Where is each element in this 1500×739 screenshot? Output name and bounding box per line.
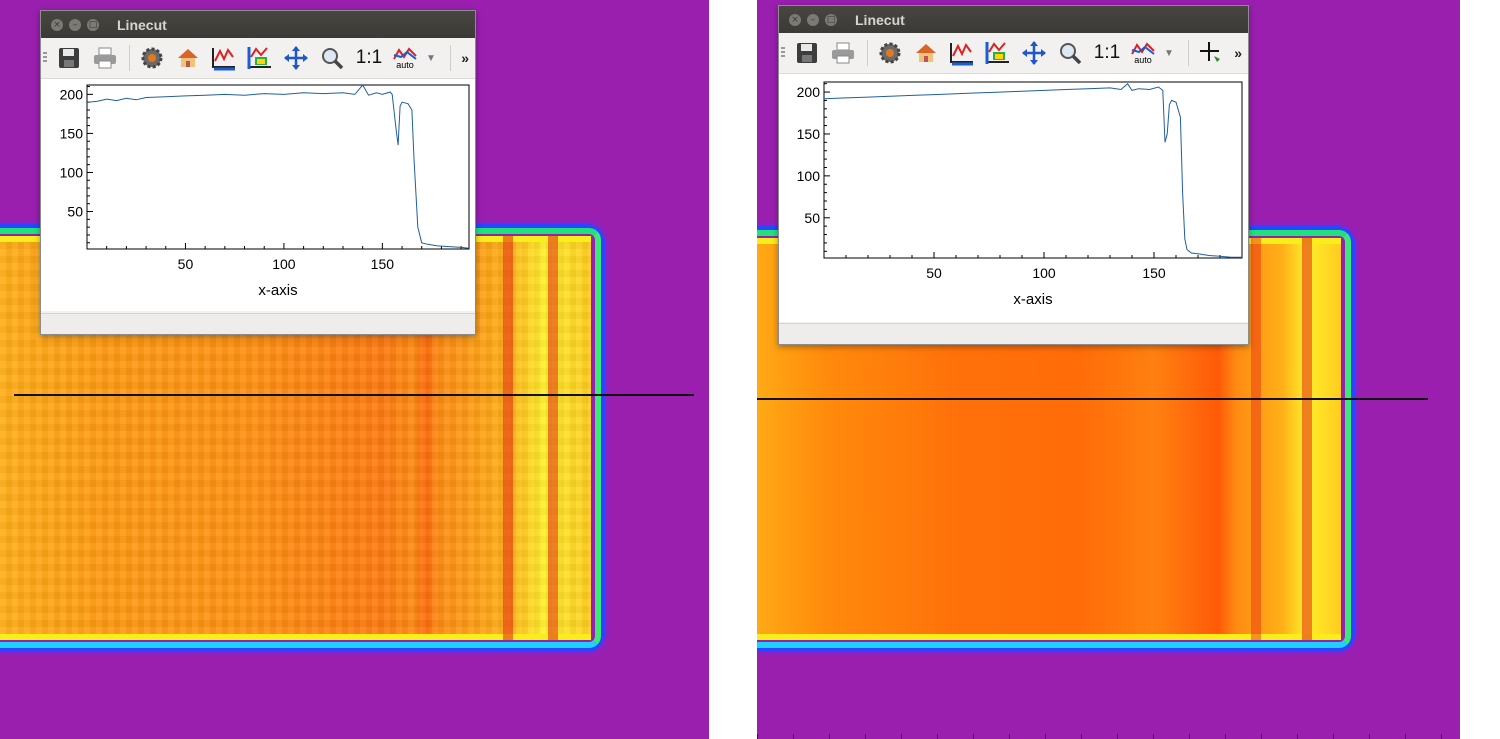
- zoom-icon[interactable]: [1056, 39, 1084, 67]
- toolbar: 1:1 auto ▼ »: [779, 33, 1248, 74]
- close-icon[interactable]: ×: [51, 18, 63, 31]
- series-line: [823, 82, 1242, 258]
- print-icon[interactable]: [829, 39, 857, 67]
- axis-ticks: [757, 734, 1460, 739]
- title-bar[interactable]: × – □ Linecut: [41, 11, 475, 38]
- minimize-icon[interactable]: –: [69, 18, 81, 31]
- x-tick-label: 150: [371, 256, 395, 272]
- toolbar-separator: [129, 45, 130, 71]
- window-title: Linecut: [855, 11, 905, 28]
- toolbar-grip[interactable]: [781, 47, 785, 59]
- y-tick-label: 50: [67, 204, 83, 220]
- auto-view-icon[interactable]: auto: [1130, 39, 1156, 67]
- zoom-icon[interactable]: [318, 44, 346, 72]
- title-bar[interactable]: × – □ Linecut: [779, 6, 1248, 33]
- linecut-window: × – □ Linecut 1:1: [40, 10, 476, 335]
- maximize-icon[interactable]: □: [825, 13, 837, 26]
- plot-frame: [86, 84, 470, 250]
- maximize-icon[interactable]: □: [87, 18, 99, 31]
- toolbar: 1:1 auto ▼ »: [41, 38, 475, 79]
- toolbar-grip[interactable]: [43, 52, 47, 64]
- linecut-chart: 50 100 150 50 100 150 200 x-axis: [60, 84, 470, 299]
- linecut-plot-area: 50 100 150 50 100 150 200 x-axis: [779, 74, 1248, 322]
- heatmap-stripe: [1302, 238, 1312, 640]
- window-title: Linecut: [117, 16, 167, 33]
- x-tick-label: 150: [1142, 265, 1166, 281]
- plot-frame: [823, 81, 1243, 259]
- x-axis-label: x-axis: [1013, 291, 1052, 308]
- toolbar-overflow-button[interactable]: »: [1234, 45, 1242, 61]
- chevron-down-icon[interactable]: ▼: [426, 52, 436, 64]
- crosshair-cursor-icon[interactable]: [1197, 39, 1225, 67]
- toolbar-separator: [1188, 40, 1189, 66]
- x-tick-label: 100: [1032, 265, 1056, 281]
- linecut-plot-area: 50 100 150 50 100 150 200 x-axis: [41, 79, 475, 311]
- linecut-chart: 50 100 150 50 100 150 200 x-axis: [797, 81, 1243, 308]
- status-bar: [779, 323, 1248, 344]
- auto-label: auto: [396, 59, 414, 70]
- y-autoscale-icon[interactable]: [984, 39, 1012, 67]
- heatmap-stripe: [503, 236, 513, 640]
- aspect-ratio-button[interactable]: 1:1: [355, 47, 383, 68]
- auto-view-icon[interactable]: auto: [392, 44, 418, 72]
- y-tick-label: 150: [797, 126, 821, 142]
- x-tick-label: 100: [272, 256, 296, 272]
- y-tick-label: 200: [60, 86, 84, 102]
- x-autoscale-icon[interactable]: [210, 44, 238, 72]
- save-icon[interactable]: [55, 44, 83, 72]
- y-tick-label: 50: [804, 210, 820, 226]
- x-axis-label: x-axis: [258, 282, 297, 299]
- home-icon[interactable]: [912, 39, 940, 67]
- heatmap-stripe: [548, 236, 558, 640]
- series-line: [86, 84, 470, 249]
- linecut-line[interactable]: [14, 394, 694, 396]
- settings-gear-icon[interactable]: [876, 39, 904, 67]
- y-autoscale-icon[interactable]: [246, 44, 274, 72]
- aspect-ratio-button[interactable]: 1:1: [1093, 42, 1121, 63]
- linecut-window: × – □ Linecut 1:1: [778, 5, 1249, 345]
- home-icon[interactable]: [174, 44, 202, 72]
- y-tick-label: 100: [797, 168, 821, 184]
- minimize-icon[interactable]: –: [807, 13, 819, 26]
- pan-icon[interactable]: [282, 44, 310, 72]
- linecut-line[interactable]: [757, 398, 1428, 400]
- print-icon[interactable]: [91, 44, 119, 72]
- x-autoscale-icon[interactable]: [948, 39, 976, 67]
- y-tick-label: 150: [60, 125, 84, 141]
- toolbar-separator: [450, 45, 451, 71]
- save-icon[interactable]: [793, 39, 821, 67]
- settings-gear-icon[interactable]: [138, 44, 166, 72]
- heatmap-stripe: [1251, 238, 1261, 640]
- y-tick-label: 100: [60, 164, 84, 180]
- x-tick-label: 50: [178, 256, 194, 272]
- auto-label: auto: [1134, 54, 1152, 65]
- y-tick-label: 200: [797, 84, 821, 100]
- status-bar: [41, 313, 475, 334]
- chevron-down-icon[interactable]: ▼: [1164, 47, 1174, 59]
- toolbar-separator: [867, 40, 868, 66]
- pan-icon[interactable]: [1020, 39, 1048, 67]
- x-tick-label: 50: [926, 265, 942, 281]
- close-icon[interactable]: ×: [789, 13, 801, 26]
- toolbar-overflow-button[interactable]: »: [461, 50, 469, 66]
